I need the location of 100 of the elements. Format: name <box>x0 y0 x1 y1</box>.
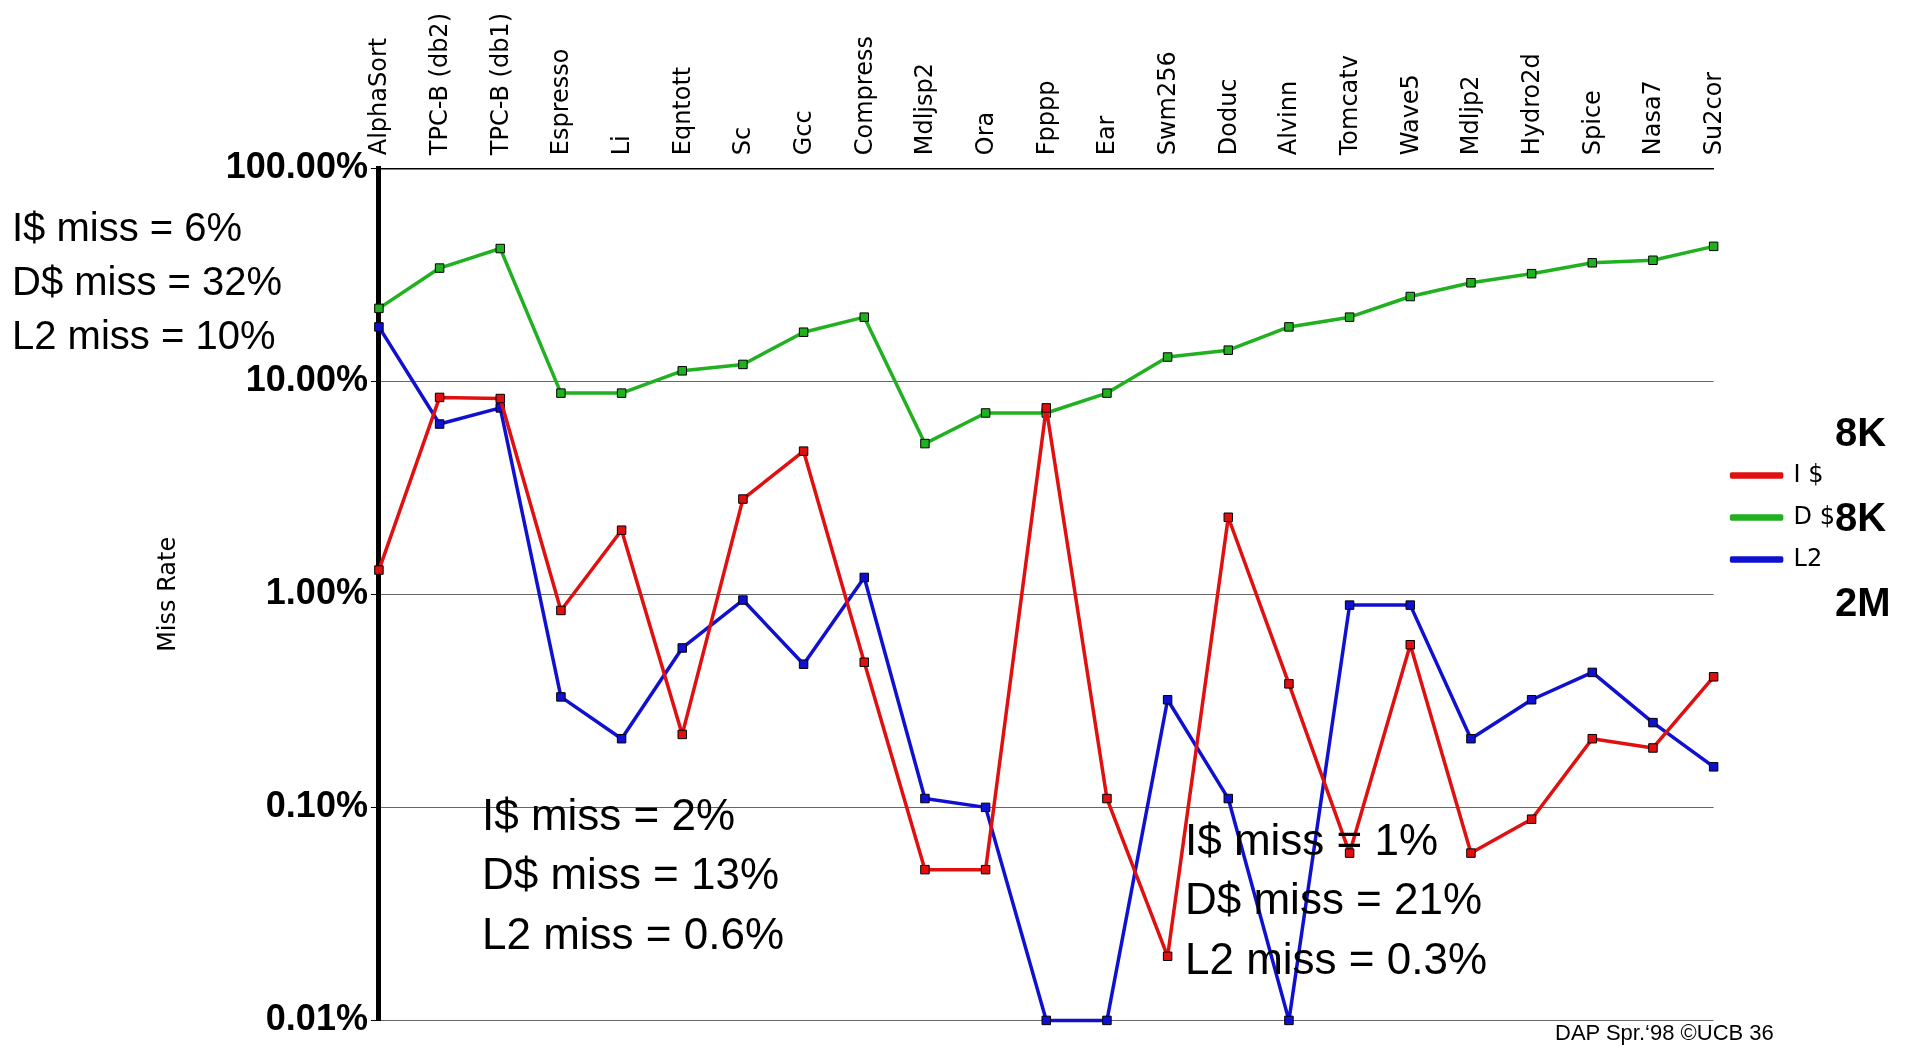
y-tick-label: 0.10% <box>265 784 368 826</box>
x-tick-label: Wave5 <box>1395 74 1424 156</box>
point <box>556 605 566 616</box>
annotation: DAP Spr.‘98 ©UCB 36 <box>1555 1019 1774 1045</box>
point <box>1466 848 1476 858</box>
point <box>1162 951 1173 962</box>
point <box>677 643 687 653</box>
point <box>859 312 870 322</box>
x-tick-label: Alvinn <box>1274 80 1303 156</box>
x-tick-label: Su2cor <box>1699 71 1728 156</box>
point <box>1405 639 1416 650</box>
point <box>859 572 870 583</box>
point <box>434 392 445 403</box>
point <box>1587 258 1598 268</box>
x-tick-label: Eqntott <box>667 66 696 156</box>
point <box>374 322 384 332</box>
point <box>1284 1015 1294 1026</box>
x-tick-label: Gcc <box>789 110 818 156</box>
legend-label: D $ <box>1793 501 1836 530</box>
text: I$ miss = 6% D$ miss = 32% L2 miss = 10% <box>12 205 283 357</box>
point <box>1102 793 1112 804</box>
point <box>1344 600 1355 610</box>
x-tick-label: Tomcatv <box>1335 55 1364 157</box>
point <box>374 303 384 314</box>
y-axis-title: Miss Rate <box>152 536 181 652</box>
point <box>1284 322 1294 332</box>
point <box>1466 278 1476 288</box>
point <box>1223 345 1234 355</box>
text: 8K <box>1835 494 1887 541</box>
point <box>738 359 748 370</box>
point <box>1223 793 1234 804</box>
point <box>1708 241 1719 252</box>
x-tick-label: Doduc <box>1213 78 1242 156</box>
point <box>1587 733 1598 744</box>
point <box>556 692 566 702</box>
point <box>1102 388 1112 398</box>
y-tick-label: 10.00% <box>245 358 368 400</box>
point <box>1284 679 1294 689</box>
x-tick-label: Mdljp2 <box>1456 75 1485 156</box>
point <box>556 388 566 398</box>
point <box>677 729 687 740</box>
point <box>1162 695 1173 705</box>
text: 2M <box>1835 579 1891 626</box>
x-tick-label: Li <box>607 135 636 156</box>
point <box>1344 312 1355 322</box>
point <box>859 657 870 667</box>
y-tick-label: 1.00% <box>265 571 368 613</box>
point <box>1708 762 1719 772</box>
point <box>798 446 809 456</box>
x-tick-label: Mdljsp2 <box>910 62 939 156</box>
point <box>1526 695 1537 705</box>
point <box>980 408 991 418</box>
legend-label: I $ <box>1793 459 1824 488</box>
x-tick-label: Ora <box>971 111 1000 156</box>
legend-label: L2 <box>1793 543 1823 572</box>
point <box>920 438 930 449</box>
point <box>1466 733 1476 744</box>
x-tick-label: Ear <box>1092 115 1121 156</box>
point <box>738 494 748 504</box>
point <box>616 733 627 744</box>
point <box>434 263 445 273</box>
x-tick-label: TPC-B (db2) <box>425 12 454 157</box>
text: 8K <box>1835 409 1887 456</box>
point <box>1405 600 1416 610</box>
point <box>677 366 687 376</box>
point <box>1708 672 1719 682</box>
point <box>1648 255 1658 265</box>
point <box>495 393 505 404</box>
point <box>1041 1015 1052 1026</box>
point <box>1102 1015 1112 1026</box>
point <box>495 243 505 254</box>
point <box>374 565 384 575</box>
point <box>1405 291 1416 302</box>
point <box>1041 403 1052 413</box>
point <box>980 864 991 875</box>
x-tick-label: Spice <box>1577 90 1606 156</box>
point <box>920 793 930 804</box>
point <box>1162 352 1173 362</box>
point <box>980 802 991 813</box>
point <box>1223 512 1234 523</box>
y-tick-label: 0.01% <box>265 997 368 1039</box>
point <box>1648 717 1658 728</box>
point <box>798 327 809 337</box>
point <box>738 595 748 605</box>
point <box>434 419 445 429</box>
point <box>1587 667 1598 678</box>
x-tick-label: Swm256 <box>1153 51 1182 156</box>
x-tick-label: Hydro2d <box>1517 53 1546 156</box>
point <box>1526 814 1537 824</box>
point <box>1526 268 1537 279</box>
x-tick-label: Espresso <box>546 48 575 156</box>
x-tick-label: Fpppp <box>1031 80 1060 156</box>
x-tick-label: Sc <box>728 126 757 156</box>
x-tick-label: Nasa7 <box>1638 80 1667 156</box>
x-tick-label: TPC-B (db1) <box>485 12 514 157</box>
x-tick-label: Compress <box>849 36 878 156</box>
point <box>616 388 627 398</box>
point <box>798 659 809 669</box>
point <box>616 525 627 535</box>
point <box>1648 743 1658 753</box>
